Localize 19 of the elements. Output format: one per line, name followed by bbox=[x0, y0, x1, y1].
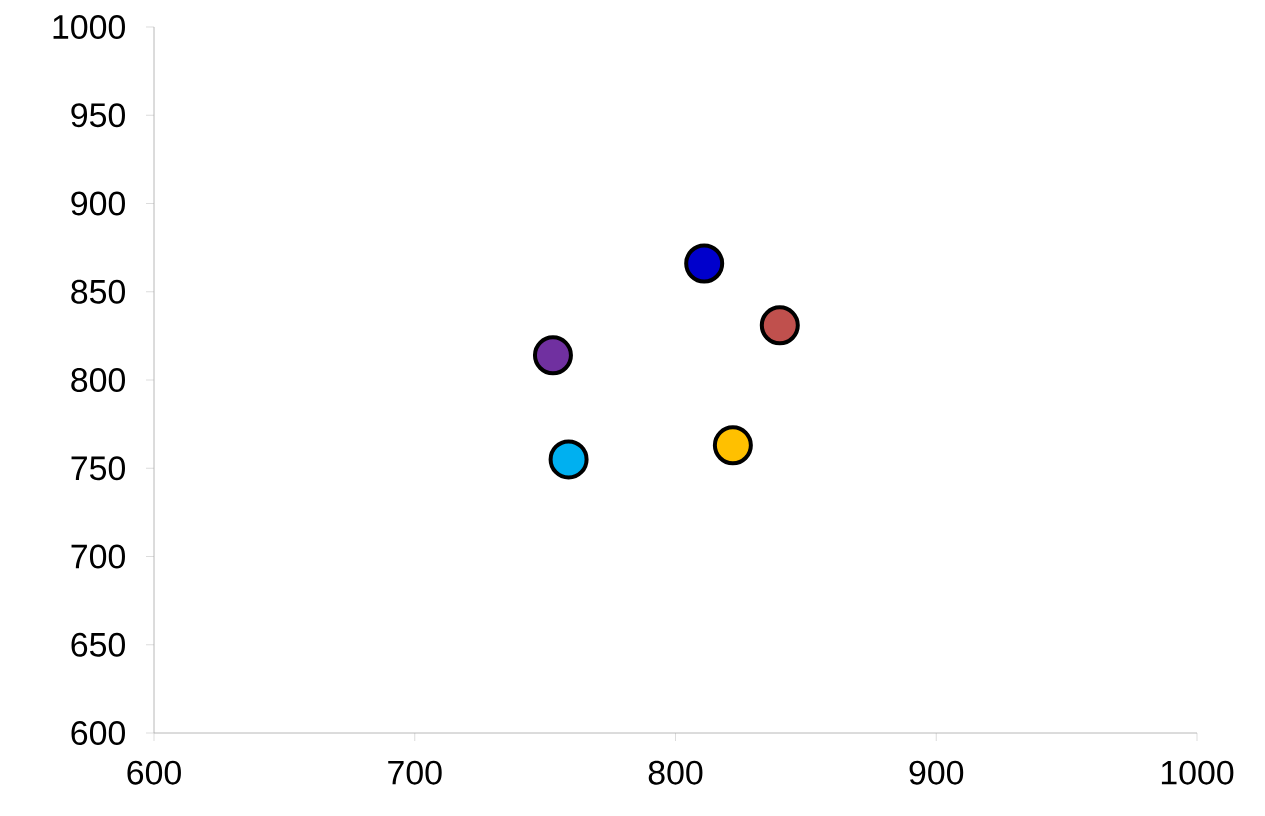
y-tick-label: 700 bbox=[71, 544, 125, 569]
x-tick-label: 1000 bbox=[1161, 760, 1234, 785]
y-tick-label: 650 bbox=[71, 632, 125, 657]
y-tick-label: 850 bbox=[71, 279, 125, 304]
point bbox=[684, 243, 725, 284]
y-tick-label: 900 bbox=[71, 191, 125, 216]
point bbox=[532, 335, 573, 376]
y-tick-label: 950 bbox=[71, 103, 125, 128]
point bbox=[759, 305, 800, 346]
y-tick-label: 600 bbox=[71, 721, 125, 745]
y-tick-label: 1000 bbox=[53, 15, 125, 39]
x-tick-label: 800 bbox=[648, 760, 703, 785]
y-tick-label: 750 bbox=[71, 456, 125, 481]
x-tick-label: 700 bbox=[388, 760, 442, 785]
x-tick-label: 600 bbox=[127, 760, 181, 785]
point bbox=[548, 439, 589, 480]
y-tick-label: 800 bbox=[71, 368, 125, 392]
x-tick-label: 900 bbox=[909, 760, 964, 785]
point bbox=[712, 425, 753, 466]
